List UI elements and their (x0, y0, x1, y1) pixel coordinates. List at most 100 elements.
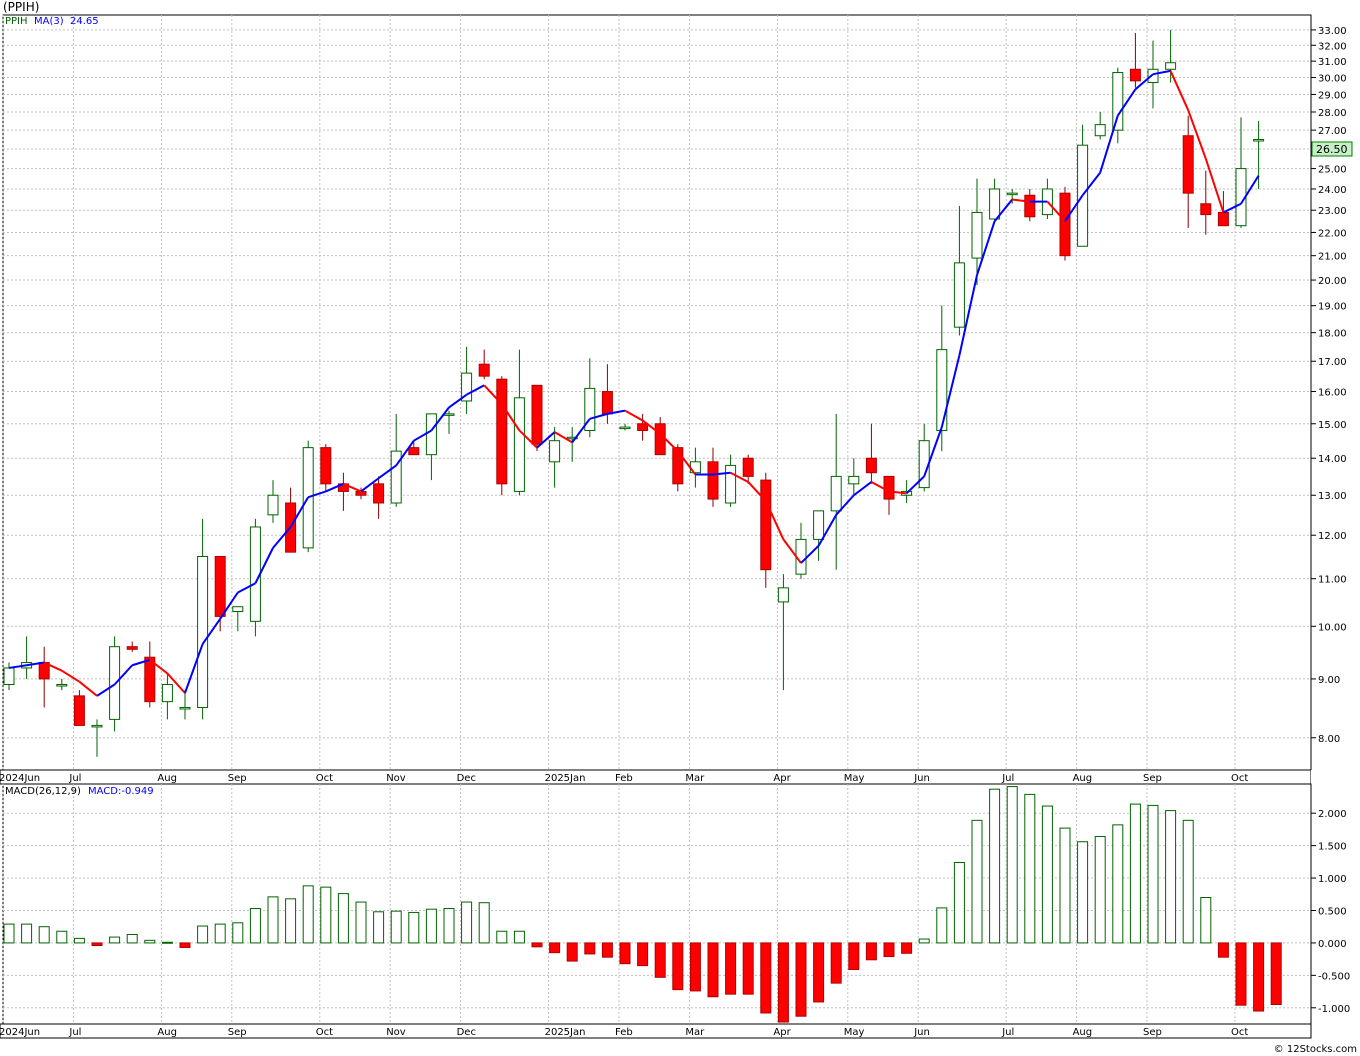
macd-bar-positive (989, 788, 1001, 944)
price-legend-symbol: PPIH (5, 16, 28, 27)
candle-up (1112, 67, 1124, 144)
ma-segment (166, 672, 186, 694)
macd-bar-negative (179, 942, 191, 948)
price-y-tick-label: 16.00 (1318, 388, 1347, 399)
candle-up (91, 719, 103, 757)
price-x-tick-label: Oct (1231, 773, 1248, 784)
ma-segment (536, 431, 556, 449)
macd-bar-positive (267, 896, 279, 944)
macd-bar-negative (1217, 942, 1229, 958)
candle-body (496, 378, 508, 485)
ma-segment (184, 643, 204, 694)
ma-segment (1152, 69, 1171, 76)
macd-bar-positive (918, 938, 930, 944)
candle-body (549, 440, 561, 463)
ma-segment (571, 418, 591, 444)
candle-up (566, 427, 578, 462)
ma-segment (923, 426, 943, 477)
candle-up (989, 178, 1001, 222)
candle-body (320, 447, 332, 485)
candle-body (425, 413, 437, 456)
price-y-tick-label: 20.00 (1318, 276, 1347, 287)
macd-bar-positive (285, 898, 297, 944)
ma-segment (1204, 158, 1225, 213)
price-y-tick-label: 31.00 (1318, 57, 1347, 68)
candle-up (549, 427, 561, 488)
candle-up (56, 678, 68, 691)
macd-bar-negative (742, 942, 754, 995)
ma-segment (1169, 70, 1190, 111)
price-x-tick-label: Jun (913, 773, 930, 784)
ma-segment (1099, 115, 1119, 173)
macd-bar-positive (443, 908, 455, 944)
macd-bar-negative (1270, 942, 1282, 1005)
candle-body (355, 490, 367, 496)
macd-x-tick-label: Oct (1231, 1027, 1248, 1038)
ma-segment (659, 433, 679, 452)
ma-segment (237, 582, 256, 594)
macd-bar-positive (478, 902, 490, 944)
ma-segment (1064, 194, 1084, 222)
macd-x-tick-label: Aug (1073, 1027, 1093, 1038)
macd-bar-positive (214, 923, 226, 944)
candle-up (1165, 29, 1177, 83)
macd-y-tick-label: 0.000 (1318, 939, 1347, 950)
macd-bar-positive (408, 911, 420, 944)
macd-bar-negative (707, 942, 719, 998)
ma-segment (448, 393, 468, 409)
macd-bar-positive (1024, 793, 1036, 944)
macd-bar-positive (461, 901, 473, 944)
candle-body (478, 363, 490, 377)
ma-segment (466, 384, 485, 396)
candle-body (513, 397, 525, 492)
ma-segment (8, 664, 27, 669)
macd-bar-positive (73, 937, 85, 944)
ma-segment (835, 494, 855, 516)
price-y-tick-label: 10.00 (1318, 622, 1347, 633)
ma-segment (677, 450, 697, 476)
candle-down (1182, 115, 1194, 228)
macd-bar-negative (901, 942, 913, 954)
ma-segment (131, 658, 151, 667)
candle-down (865, 423, 877, 484)
macd-bar-positive (3, 923, 15, 944)
candle-body (3, 667, 15, 686)
candle-body (1006, 192, 1018, 196)
candle-body (672, 447, 684, 485)
ma-segment (940, 355, 961, 428)
ma-segment (1012, 198, 1030, 203)
candle-body (566, 436, 578, 440)
price-legend-ma-value: 24.65 (70, 16, 99, 27)
price-x-tick-label: Aug (1073, 773, 1093, 784)
price-x-axis-corner (1311, 770, 1360, 784)
candle-body (56, 684, 68, 687)
candle-up (1253, 120, 1265, 189)
ma-segment (149, 659, 169, 675)
candle-down (320, 444, 332, 492)
candle-up (461, 346, 473, 414)
ma-segment (782, 538, 802, 564)
candle-body (161, 684, 173, 703)
macd-x-tick-label: Jul (68, 1027, 81, 1038)
price-x-tick-label: Apr (773, 773, 791, 784)
candle-body (214, 555, 226, 617)
price-y-tick-label: 19.00 (1318, 302, 1347, 313)
macd-x-tick-label: Sep (1143, 1027, 1162, 1038)
ma-segment (624, 409, 644, 422)
price-x-tick-label: Aug (157, 773, 177, 784)
macd-bar-positive (1200, 897, 1212, 944)
ma-segment (1187, 109, 1207, 160)
macd-bar-negative (813, 942, 825, 1003)
candle-body (1182, 135, 1194, 194)
macd-bar-positive (953, 861, 965, 944)
macd-x-tick-label: Jun (913, 1027, 930, 1038)
price-y-tick-label: 28.00 (1318, 108, 1347, 119)
candle-body (126, 646, 138, 650)
candle-body (1217, 211, 1229, 227)
macd-bar-positive (496, 930, 508, 944)
price-y-tick-label: 9.00 (1318, 675, 1340, 686)
candle-body (1147, 68, 1159, 84)
ma-segment (1116, 88, 1137, 117)
ma-segment (976, 220, 996, 276)
